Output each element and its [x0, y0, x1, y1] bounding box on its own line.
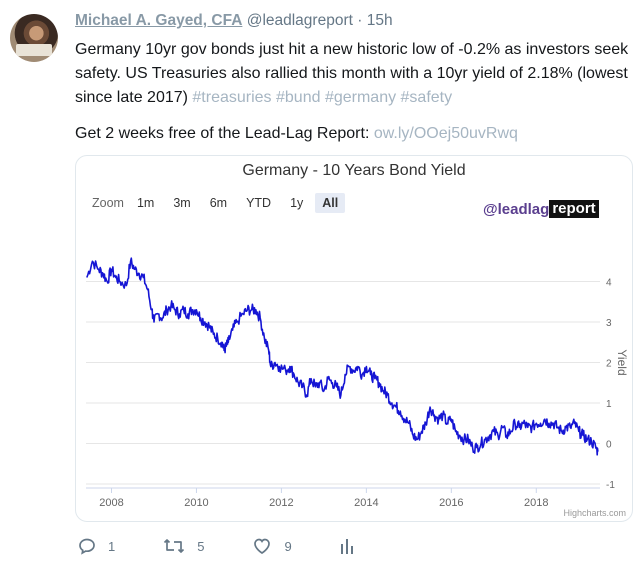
- zoom-3m-button[interactable]: 3m: [173, 196, 191, 210]
- zoom-6m-button[interactable]: 6m: [209, 196, 228, 210]
- x-tick-label: 2012: [269, 497, 293, 509]
- x-tick-label: 2018: [524, 497, 548, 509]
- yield-series-line: [86, 257, 599, 456]
- tweet-body: Germany 10yr gov bonds just hit a new hi…: [75, 41, 629, 106]
- chart-card[interactable]: Germany - 10 Years Bond Yield Zoom 1m 3m…: [75, 155, 633, 522]
- tweet-text: Germany 10yr gov bonds just hit a new hi…: [75, 38, 635, 110]
- zoom-label: Zoom: [92, 196, 124, 210]
- reply-action[interactable]: 1: [78, 537, 115, 555]
- x-tick-label: 2010: [184, 497, 208, 509]
- analytics-icon: [340, 539, 353, 554]
- reply-icon: [79, 538, 95, 555]
- y-tick-label: -1: [606, 480, 615, 491]
- brand-logo-part1: @leadlag: [483, 200, 550, 218]
- retweet-count: 5: [197, 538, 205, 554]
- zoom-1y-button[interactable]: 1y: [290, 196, 304, 210]
- chart-title: Germany - 10 Years Bond Yield: [242, 162, 466, 179]
- x-tick-label: 2016: [439, 497, 463, 509]
- zoom-1m-button[interactable]: 1m: [136, 196, 155, 210]
- y-tick-label: 2: [606, 359, 612, 370]
- retweet-icon: [164, 539, 185, 553]
- avatar[interactable]: [10, 14, 58, 62]
- promo-link[interactable]: ow.ly/OOej50uvRwq: [373, 125, 518, 142]
- y-tick-label: 1: [606, 399, 612, 410]
- author-handle[interactable]: @leadlagreport: [246, 12, 353, 29]
- y-tick-label: 3: [606, 318, 612, 329]
- y-tick-label: 0: [606, 440, 612, 451]
- retweet-action[interactable]: 5: [163, 537, 204, 555]
- yield-line-chart: -1 0 1 2 3 4 2008 2010 2012 2014 2016 2018 Yield: [86, 257, 629, 509]
- author-name[interactable]: Michael A. Gayed, CFA: [75, 12, 243, 29]
- promo-line: Get 2 weeks free of the Lead-Lag Report:…: [75, 122, 518, 146]
- zoom-all-button[interactable]: All: [315, 193, 346, 213]
- reply-count: 1: [108, 538, 116, 554]
- x-tick-label: 2008: [99, 497, 123, 509]
- like-action[interactable]: 9: [252, 537, 292, 555]
- tweet-actions: 1 5 9: [78, 537, 414, 555]
- highcharts-credits[interactable]: Highcharts.com: [563, 508, 626, 518]
- zoom-controls: Zoom 1m 3m 6m YTD 1y All: [92, 193, 350, 213]
- tweet-header: Michael A. Gayed, CFA @leadlagreport · 1…: [75, 12, 393, 30]
- heart-icon: [254, 538, 271, 554]
- zoom-ytd-button[interactable]: YTD: [246, 196, 272, 210]
- hashtags[interactable]: #treasuries #bund #germany #safety: [192, 89, 453, 106]
- timestamp[interactable]: 15h: [366, 12, 393, 29]
- x-tick-label: 2014: [354, 497, 378, 509]
- avatar-desk: [16, 44, 52, 56]
- promo-text: Get 2 weeks free of the Lead-Lag Report:: [75, 125, 374, 142]
- like-count: 9: [284, 538, 292, 554]
- brand-logo: @leadlag report: [483, 200, 599, 218]
- brand-logo-part2: report: [549, 200, 599, 218]
- separator-dot: ·: [357, 12, 363, 29]
- analytics-action[interactable]: [340, 537, 366, 555]
- y-axis-title: Yield: [615, 349, 629, 375]
- y-tick-label: 4: [606, 278, 612, 289]
